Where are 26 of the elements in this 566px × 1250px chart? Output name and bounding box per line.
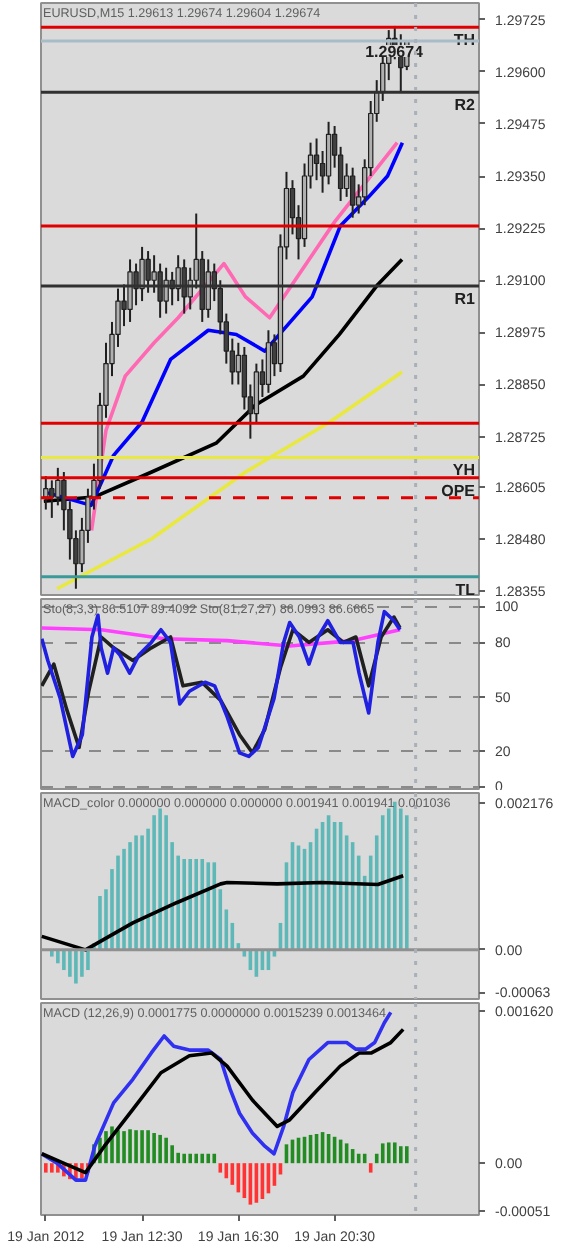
ref-line-label: R1 (454, 290, 477, 309)
candlestick (43, 475, 49, 511)
candlestick (175, 254, 181, 303)
candlestick (145, 250, 151, 294)
ref-line-label: OPE (441, 481, 477, 500)
line-series (42, 257, 404, 503)
candlestick (151, 254, 157, 294)
candlestick (265, 329, 272, 394)
line-series (41, 1010, 393, 1182)
candlestick (343, 162, 350, 198)
line-series (41, 626, 402, 648)
ref-line-label: YH (452, 461, 476, 480)
candlestick (163, 266, 169, 315)
candlestick (49, 479, 55, 519)
candlestick (349, 166, 356, 219)
ref-line-label: 1.29674 (365, 42, 425, 61)
candlestick (157, 262, 163, 319)
line-series (41, 1027, 405, 1175)
candlestick (139, 245, 145, 303)
line-series (41, 874, 405, 952)
candlestick (127, 258, 133, 323)
candlestick (181, 258, 187, 315)
candlestick (133, 262, 139, 307)
ref-line-label: TL (455, 580, 476, 599)
ref-line-label: R2 (454, 96, 477, 115)
candlestick (325, 120, 332, 186)
